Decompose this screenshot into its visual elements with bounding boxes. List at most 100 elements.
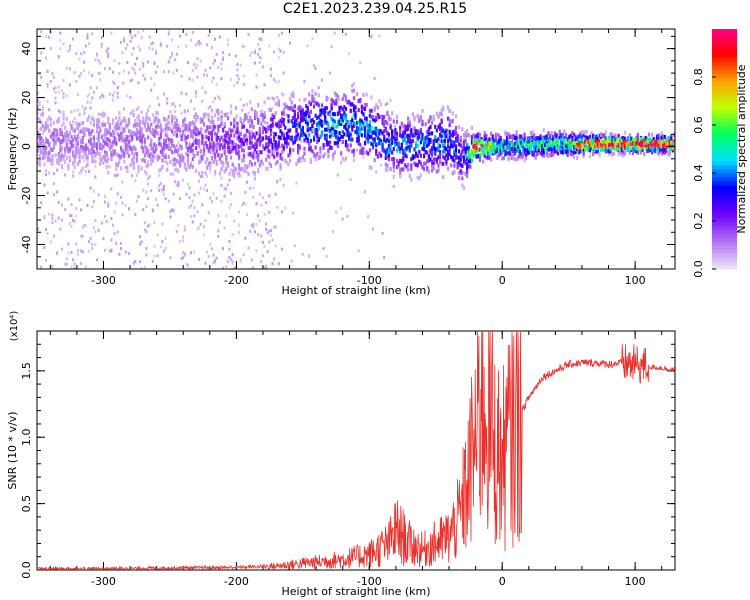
heatmap-cell <box>373 118 376 123</box>
heatmap-cell <box>277 144 281 149</box>
heatmap-cell <box>389 142 392 147</box>
heatmap-cell <box>52 75 55 79</box>
heatmap-cell <box>202 144 206 149</box>
heatmap-cell <box>96 137 99 141</box>
heatmap-cell <box>667 138 670 143</box>
heatmap-cell <box>419 136 422 141</box>
heatmap-cell <box>268 138 271 143</box>
heatmap-cell <box>365 121 368 126</box>
heatmap-cell <box>566 137 569 142</box>
heatmap-cell <box>429 137 432 142</box>
heatmap-cell <box>142 133 145 138</box>
heatmap-cell <box>68 221 71 225</box>
heatmap-cell <box>415 144 418 149</box>
heatmap-cell <box>665 149 668 154</box>
heatmap-cell <box>271 117 274 122</box>
heatmap-cell <box>234 130 237 135</box>
heatmap-cell <box>667 136 670 141</box>
heatmap-cell <box>391 157 394 162</box>
heatmap-cell <box>529 140 533 145</box>
heatmap-cell <box>628 139 631 144</box>
heatmap-cell <box>418 149 421 154</box>
heatmap-cell <box>282 71 285 75</box>
colorbar-segment <box>712 209 737 214</box>
heatmap-cell <box>296 132 300 137</box>
heatmap-cell <box>528 141 531 146</box>
heatmap-cell <box>198 140 201 145</box>
heatmap-cell <box>127 153 131 158</box>
heatmap-cell <box>623 130 627 135</box>
heatmap-cell <box>180 111 183 115</box>
heatmap-cell <box>217 124 220 129</box>
heatmap-cell <box>427 142 430 147</box>
heatmap-cell <box>78 112 81 117</box>
heatmap-cell <box>582 151 585 156</box>
heatmap-cell <box>207 33 210 37</box>
heatmap-cell <box>46 231 49 235</box>
heatmap-cell <box>378 34 381 38</box>
heatmap-cell <box>654 141 657 146</box>
heatmap-cell <box>212 141 215 146</box>
heatmap-cell <box>252 267 255 269</box>
heatmap-cell <box>437 144 440 149</box>
heatmap-cell <box>442 149 445 154</box>
heatmap-cell <box>312 64 315 68</box>
heatmap-x-tick-label: 0 <box>499 274 506 287</box>
heatmap-cell <box>470 158 474 163</box>
heatmap-cell <box>459 153 462 158</box>
colorbar-segment <box>712 257 737 262</box>
heatmap-cell <box>410 177 413 182</box>
heatmap-cell <box>328 71 331 75</box>
heatmap-cell <box>241 108 244 112</box>
heatmap-cell <box>375 148 378 153</box>
heatmap-cell <box>123 69 126 73</box>
heatmap-cell <box>287 153 290 158</box>
heatmap-cell <box>231 149 234 153</box>
heatmap-cell <box>72 174 75 178</box>
heatmap-cell <box>276 142 279 147</box>
heatmap-cell <box>265 157 268 162</box>
heatmap-cell <box>344 113 348 118</box>
heatmap-cell <box>510 148 513 153</box>
heatmap-cell <box>422 166 426 171</box>
heatmap-cell <box>438 126 442 131</box>
heatmap-cell <box>110 157 113 162</box>
heatmap-cell <box>225 133 228 138</box>
heatmap-cell <box>180 74 183 78</box>
heatmap-cell <box>44 56 47 60</box>
heatmap-cell <box>395 115 399 120</box>
heatmap-cell <box>185 92 188 96</box>
heatmap-cell <box>65 139 68 144</box>
heatmap-cell <box>332 118 335 123</box>
heatmap-cell <box>534 136 537 141</box>
heatmap-cell <box>156 117 159 122</box>
heatmap-cell <box>422 144 426 149</box>
heatmap-cell <box>265 128 268 133</box>
heatmap-cell <box>370 127 373 132</box>
heatmap-cell <box>352 88 356 93</box>
heatmap-cell <box>510 143 513 148</box>
heatmap-cell <box>129 138 132 143</box>
heatmap-cell <box>450 163 453 168</box>
heatmap-cell <box>308 111 311 116</box>
heatmap-cell <box>482 159 485 164</box>
heatmap-cell <box>373 137 376 142</box>
heatmap-cell <box>292 211 295 215</box>
heatmap-cell <box>274 147 277 152</box>
heatmap-cell <box>279 49 282 53</box>
heatmap-cell <box>49 146 52 151</box>
heatmap-cell <box>301 108 304 113</box>
heatmap-cell <box>367 129 370 134</box>
heatmap-cell <box>363 107 367 112</box>
heatmap-cell <box>121 119 124 123</box>
heatmap-cell <box>57 55 60 59</box>
heatmap-cell <box>220 121 223 126</box>
heatmap-cell <box>426 159 429 164</box>
heatmap-cell <box>65 262 68 266</box>
heatmap-cell <box>43 129 46 133</box>
heatmap-cell <box>217 135 220 140</box>
heatmap-cell <box>408 134 411 139</box>
heatmap-cell <box>186 109 189 113</box>
heatmap-cell <box>327 126 330 131</box>
heatmap-cell <box>249 131 252 136</box>
